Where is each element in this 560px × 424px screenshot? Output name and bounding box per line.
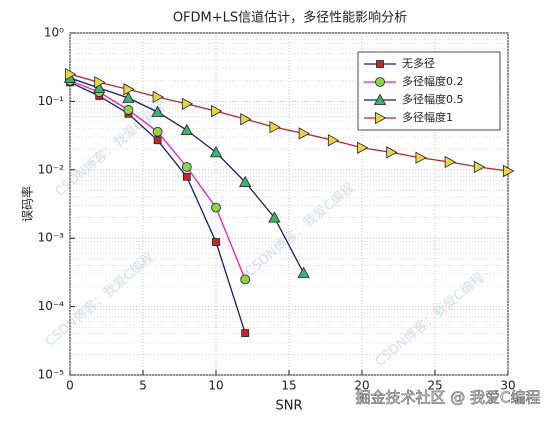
marker	[209, 146, 223, 158]
x-tick-label: 5	[139, 379, 147, 393]
x-tick-label: 10	[208, 379, 223, 393]
marker	[153, 136, 162, 145]
legend-label: 多径幅度0.5	[402, 92, 464, 106]
marker	[298, 127, 310, 140]
marker	[211, 202, 221, 213]
marker	[357, 141, 369, 154]
marker	[269, 120, 281, 134]
y-tick-label: 10⁻¹	[38, 94, 65, 108]
marker	[327, 134, 340, 147]
marker	[123, 83, 135, 96]
watermark: 掘金技术社区 @ 我爱C编程	[355, 389, 540, 407]
x-axis-label: SNR	[275, 399, 302, 414]
legend-label: 无多径	[402, 56, 435, 70]
marker	[123, 105, 134, 115]
marker	[182, 172, 191, 181]
y-tick-label: 10⁻⁴	[38, 299, 65, 313]
marker	[239, 175, 252, 188]
x-tick-label: 25	[427, 379, 442, 393]
marker	[375, 111, 387, 125]
marker	[444, 155, 456, 169]
marker	[152, 126, 163, 137]
marker	[241, 329, 250, 337]
series-line	[69, 73, 509, 172]
chart-title: OFDM+LS信道估计，多径性能影响分析	[173, 10, 407, 26]
marker	[181, 97, 194, 111]
marker	[211, 104, 223, 118]
marker	[240, 112, 252, 126]
y-tick-label: 10⁻²	[38, 162, 65, 176]
x-tick-label: 20	[354, 379, 369, 393]
marker	[151, 105, 164, 117]
marker	[503, 164, 515, 178]
y-tick-label: 10⁻³	[38, 231, 65, 245]
marker	[94, 76, 106, 89]
marker	[180, 123, 193, 136]
x-tick-label: 0	[66, 379, 74, 393]
x-tick-label: 30	[500, 379, 515, 393]
marker	[386, 146, 398, 159]
marker	[212, 238, 220, 246]
y-tick-label: 10⁻⁵	[38, 368, 65, 382]
marker	[297, 266, 310, 278]
marker	[181, 162, 192, 172]
marker	[415, 151, 427, 164]
marker	[122, 91, 135, 103]
marker	[376, 60, 384, 68]
legend-label: 多径幅度0.2	[402, 74, 464, 88]
marker	[473, 160, 486, 174]
marker	[93, 81, 106, 93]
marker	[152, 90, 164, 104]
marker	[375, 77, 385, 87]
y-tick-label: 10⁰	[44, 26, 64, 40]
x-tick-label: 15	[281, 379, 296, 393]
legend-label: 多径幅度1	[402, 110, 453, 124]
marker	[268, 211, 281, 223]
marker	[373, 93, 387, 105]
marker	[240, 274, 251, 285]
y-axis-label: 误码率	[20, 186, 35, 222]
marker	[65, 68, 77, 81]
